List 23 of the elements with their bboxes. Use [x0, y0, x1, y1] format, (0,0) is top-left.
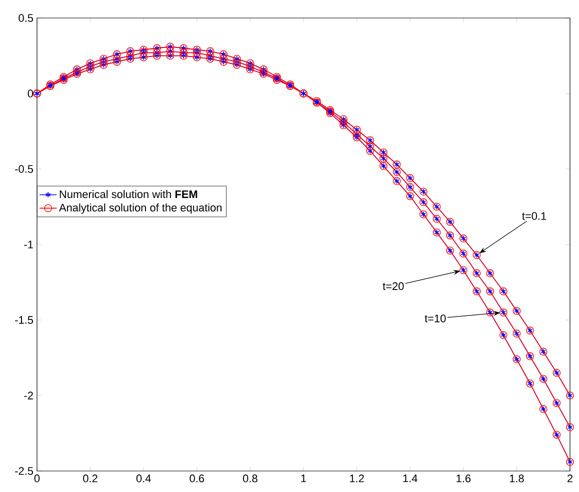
y-tick-label: -0.5	[15, 165, 34, 173]
y-tick-label: -2	[24, 392, 33, 400]
y-tick-label: 0	[28, 90, 34, 98]
y-tick-label: 0.5	[18, 14, 34, 22]
x-tick-label: 1	[301, 474, 306, 482]
legend-label: Numerical solution with FEM	[60, 190, 198, 198]
x-tick-label: 1.2	[350, 474, 364, 482]
x-tick-label: 0.6	[190, 474, 204, 482]
legend-label: Analytical solution of the equation	[59, 203, 222, 214]
x-tick-label: 1.8	[510, 474, 524, 482]
annotation: t=10	[424, 314, 446, 322]
x-tick-label: 0.4	[136, 474, 151, 482]
y-tick-label: -1	[24, 240, 33, 248]
x-tick-label: 1.4	[403, 474, 418, 482]
annotation: t=20	[382, 282, 404, 290]
x-tick-label: 0	[34, 474, 40, 482]
x-tick-label: 2	[568, 474, 573, 482]
x-tick-label: 1.6	[456, 474, 471, 482]
x-tick-label: 0.2	[83, 474, 98, 482]
annotation: t=0.1	[522, 212, 546, 220]
x-tick-label: 0.8	[243, 474, 258, 482]
y-tick-label: -1.5	[15, 316, 34, 324]
y-tick-label: -2.5	[15, 467, 34, 475]
